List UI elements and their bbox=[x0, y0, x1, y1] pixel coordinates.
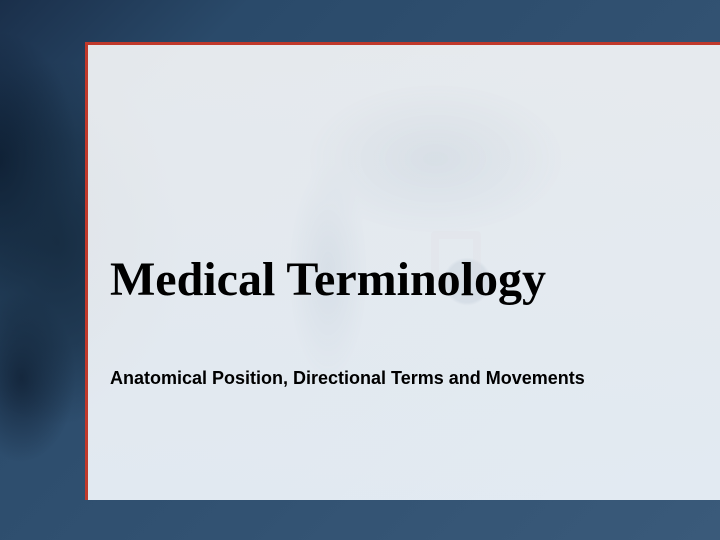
presentation-slide: Medical Terminology Anatomical Position,… bbox=[0, 0, 720, 540]
content-panel: Medical Terminology Anatomical Position,… bbox=[85, 42, 720, 500]
slide-title: Medical Terminology bbox=[110, 255, 546, 305]
slide-subtitle: Anatomical Position, Directional Terms a… bbox=[110, 368, 585, 389]
